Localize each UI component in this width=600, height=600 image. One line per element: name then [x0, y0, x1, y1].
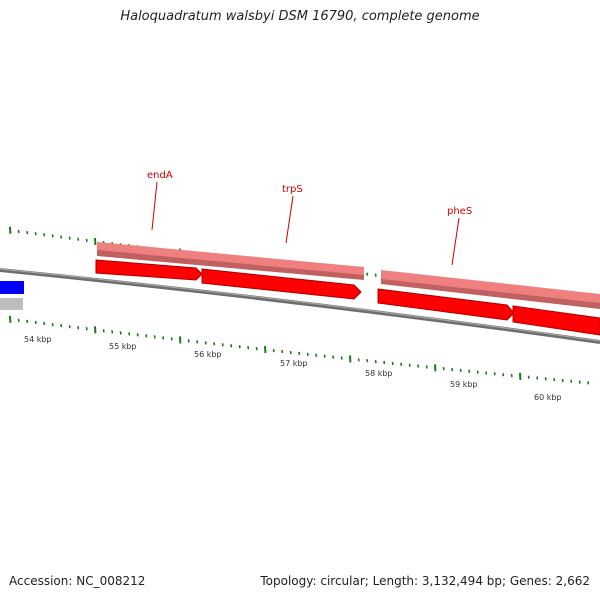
- kbp-label: 55 kbp: [109, 342, 137, 351]
- gene-block-outer-shade: [97, 250, 364, 280]
- gene-label-endA: endA: [147, 170, 173, 181]
- kbp-label: 60 kbp: [534, 393, 562, 402]
- kbp-label: 59 kbp: [450, 380, 478, 389]
- gene-arrow-endA: [95, 259, 203, 281]
- pheS-leader-line: [451, 217, 460, 266]
- kbp-label: 58 kbp: [365, 369, 393, 378]
- gene-label-trpS: trpS: [282, 184, 303, 195]
- accession-label: Accession: NC_008212: [9, 574, 146, 588]
- genome-stats: Topology: circular; Length: 3,132,494 bp…: [260, 574, 590, 588]
- gene-arrow-trpS: [201, 268, 362, 300]
- gene-arrow-next: [512, 305, 600, 336]
- gene-label-pheS: pheS: [447, 206, 472, 217]
- kbp-label: 54 kbp: [24, 335, 52, 344]
- grey-feature: [0, 298, 23, 310]
- gene-arrow-pheS: [377, 288, 515, 321]
- backbone-ring: [0, 268, 600, 344]
- kbp-label: 56 kbp: [194, 350, 222, 359]
- gene-block-outer-shade: [381, 279, 600, 309]
- kbp-label: 57 kbp: [280, 359, 308, 368]
- trpS-leader-line: [285, 195, 294, 244]
- map-title: Haloquadratum walsbyi DSM 16790, complet…: [120, 9, 480, 24]
- blue-feature: [0, 281, 24, 294]
- inner-tick-marks: [9, 315, 590, 385]
- endA-leader-line: [151, 181, 158, 231]
